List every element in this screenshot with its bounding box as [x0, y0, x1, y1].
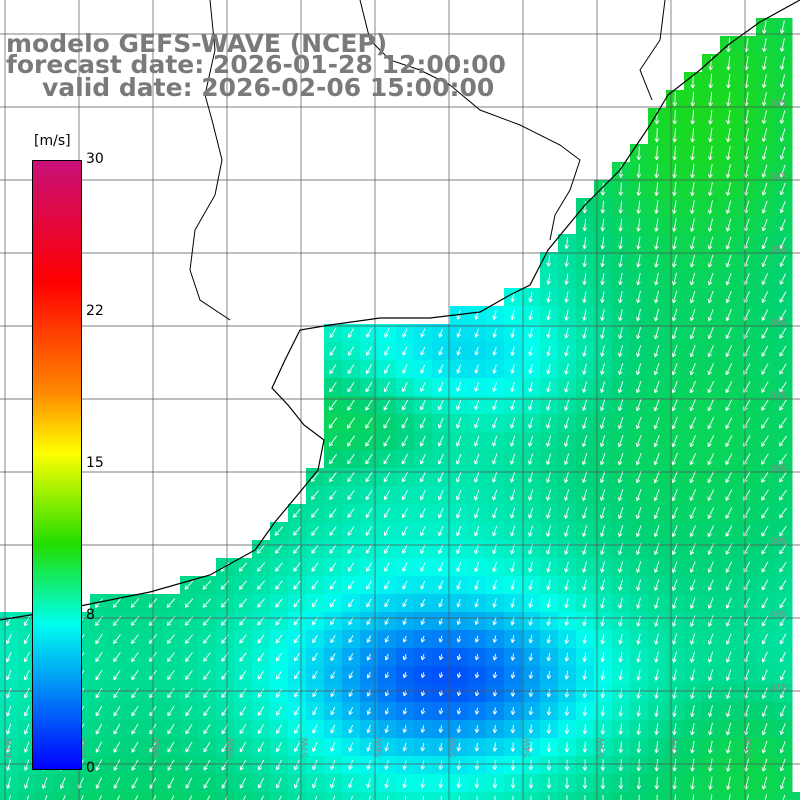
- lon-label: 56W: [375, 738, 385, 758]
- lon-label: 51W: [745, 738, 755, 758]
- colorbar-unit: [m/s]: [34, 133, 71, 149]
- colorbar-tick-22: 22: [86, 303, 104, 319]
- lat-label: 39S: [770, 537, 787, 547]
- lat-label: 35S: [770, 245, 787, 255]
- lon-label: 53W: [597, 738, 607, 758]
- border-line: [359, 0, 581, 241]
- valid-date: valid date: 2026-02-06 15:00:00: [42, 73, 495, 102]
- wind-speed-field: [0, 18, 800, 800]
- lon-label: 60W: [79, 738, 89, 758]
- lat-label: 41S: [770, 683, 787, 693]
- lat-label: 40S: [770, 610, 787, 620]
- lon-label: 54W: [523, 738, 533, 758]
- graticule-labels: 33S 34S 35S 36S 37S 38S 39S 40S 41S 61W 60W 59W 58W 5…: [5, 99, 787, 758]
- lon-label: 61W: [5, 738, 15, 758]
- lon-label: 57W: [301, 738, 311, 758]
- border-line: [639, 0, 666, 101]
- lat-label: 38S: [770, 464, 787, 474]
- lat-label: 36S: [770, 318, 787, 328]
- lat-label: 34S: [770, 172, 787, 182]
- colorbar-tick-8: 8: [86, 607, 95, 623]
- colorbar-tick-15: 15: [86, 455, 104, 471]
- border-line: [189, 0, 231, 321]
- wind-vectors: [5, 20, 787, 800]
- coastline: [0, 0, 800, 621]
- model-title: modelo GEFS-WAVE (NCEP): [6, 29, 388, 58]
- forecast-date: forecast date: 2026-01-28 12:00:00: [6, 50, 506, 79]
- lat-label: 37S: [770, 391, 787, 401]
- lat-label: 33S: [770, 99, 787, 109]
- lon-label: 59W: [153, 738, 163, 758]
- lon-label: 52W: [671, 738, 681, 758]
- colorbar-tick-30: 30: [86, 151, 104, 167]
- lon-label: 55W: [449, 738, 459, 758]
- colorbar: [32, 160, 82, 770]
- colorbar-tick-0: 0: [86, 760, 95, 776]
- lon-label: 58W: [227, 738, 237, 758]
